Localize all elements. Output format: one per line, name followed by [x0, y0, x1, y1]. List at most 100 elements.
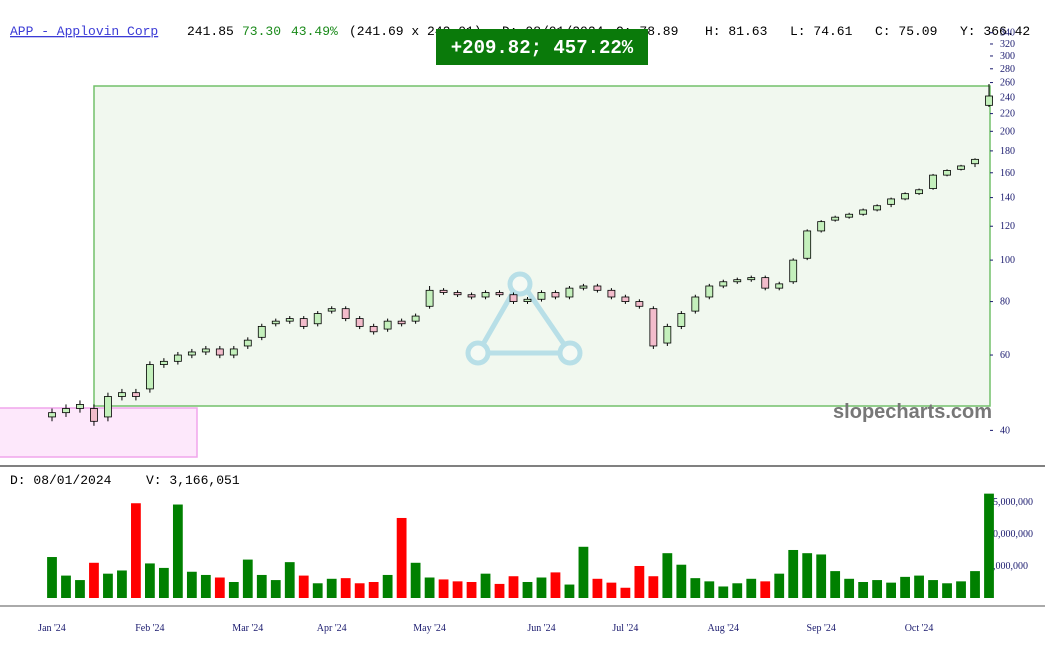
y-tick-label: 160	[1000, 168, 1015, 179]
candle-body	[957, 165, 965, 170]
volume-bar	[550, 572, 561, 598]
candle-body	[943, 170, 951, 176]
volume-bar	[117, 570, 127, 598]
y-tick-label: 320	[1000, 39, 1015, 50]
volume-bar	[704, 581, 715, 598]
volume-bar	[466, 581, 477, 598]
watermark: slopecharts.com	[833, 401, 992, 423]
candle-body	[369, 325, 378, 333]
volume-bar	[662, 553, 673, 598]
volume-bar	[298, 575, 309, 598]
volume-bar	[956, 581, 966, 598]
candle-body	[285, 318, 294, 322]
badge-bg	[436, 29, 648, 65]
volume-bar	[145, 563, 155, 598]
volume-bar	[438, 579, 449, 598]
candle-body	[425, 289, 434, 307]
volume-bar	[816, 554, 827, 598]
logo	[465, 271, 583, 366]
volume-bar	[830, 571, 841, 598]
candle-body	[845, 213, 854, 218]
candle-body	[299, 318, 308, 327]
volume-bar	[844, 578, 855, 598]
candle-body	[915, 189, 923, 195]
candle-body	[383, 320, 392, 330]
volume-bar	[606, 582, 617, 598]
volume-bar	[620, 587, 631, 598]
candle-body	[271, 320, 280, 325]
volume-bar	[914, 575, 924, 598]
volume-bar	[61, 575, 71, 598]
y-tick-label: 10,000,000	[988, 529, 1033, 540]
candle-body	[257, 325, 266, 338]
volume-bar	[634, 565, 645, 598]
symbol-link[interactable]: APP - Applovin Corp	[10, 24, 158, 39]
volume-bar	[592, 578, 603, 598]
volume-bar	[284, 562, 295, 598]
candle-body	[537, 292, 546, 300]
candle-body	[691, 296, 700, 312]
candle-body	[985, 95, 993, 106]
candle-body	[48, 412, 56, 418]
y-tick-label: 80	[1000, 297, 1010, 308]
candle-body	[76, 404, 84, 409]
y-tick-label: 15,000,000	[988, 497, 1033, 508]
candle-body	[747, 277, 756, 281]
change: 73.30	[242, 24, 281, 39]
low: L: 74.61	[790, 24, 853, 39]
volume-bar	[103, 573, 113, 598]
volume-bar	[214, 577, 225, 598]
candle-body	[607, 289, 616, 298]
candle-body	[481, 292, 490, 298]
candle-body	[565, 287, 574, 298]
volume-date: D: 08/01/2024	[10, 473, 112, 488]
volume-bar	[312, 583, 323, 598]
volume-bar	[522, 581, 533, 598]
y-tick-label: 200	[1000, 126, 1015, 137]
y-tick-label: 280	[1000, 64, 1015, 75]
candle-body	[355, 318, 364, 327]
candle-body	[132, 392, 140, 397]
candle-body	[635, 301, 644, 307]
volume-bar	[89, 562, 99, 598]
candle-body	[453, 292, 462, 296]
volume-bar	[690, 578, 701, 598]
candle-body	[439, 289, 448, 293]
volume-bar	[858, 581, 869, 598]
volume-bar	[228, 581, 239, 598]
y-tick-label: 300	[1000, 51, 1015, 62]
volume-bar	[578, 546, 589, 598]
candle-body	[215, 348, 224, 356]
volume-bar	[970, 571, 980, 598]
candle-body	[243, 339, 252, 347]
x-tick-label: May '24	[413, 623, 446, 634]
volume-value: V: 3,166,051	[146, 473, 240, 488]
candle-body	[62, 408, 70, 414]
volume-bar	[47, 557, 57, 598]
volume-bar	[676, 564, 687, 598]
candle-body	[761, 277, 770, 289]
volume-bar	[718, 586, 729, 598]
volume-bar	[396, 517, 407, 598]
candle-body	[901, 193, 909, 200]
volume-bar	[452, 581, 463, 598]
volume-bar	[564, 584, 575, 598]
x-tick-label: Feb '24	[135, 623, 164, 634]
volume-bar	[480, 573, 491, 598]
candle-body	[104, 396, 112, 418]
volume-bar	[368, 581, 379, 598]
candle-body	[523, 298, 532, 302]
candle-body	[313, 313, 322, 325]
volume-bar	[536, 577, 547, 598]
candle-body	[719, 281, 728, 287]
x-tick-label: Sep '24	[807, 623, 836, 634]
year-high: Y: 366.42	[960, 24, 1030, 39]
candle-body	[775, 283, 784, 289]
volume-bar	[508, 576, 519, 598]
volume-bar	[382, 574, 393, 598]
x-tick-label: Mar '24	[232, 623, 263, 634]
candle-body	[929, 174, 937, 189]
volume-bar	[886, 582, 896, 598]
x-tick-label: Aug '24	[708, 623, 740, 634]
volume-bar	[186, 571, 197, 598]
